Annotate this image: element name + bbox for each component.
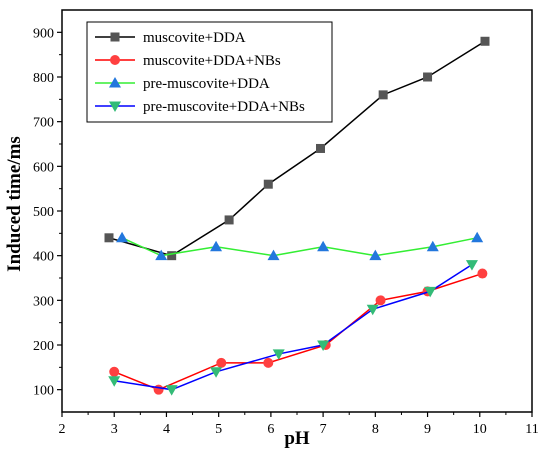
x-tick-label: 9 (424, 422, 431, 437)
data-point (424, 286, 437, 298)
y-tick-label: 400 (33, 250, 54, 265)
data-point (224, 215, 234, 225)
data-point (263, 357, 274, 368)
x-tick-label: 2 (59, 422, 66, 437)
x-tick-label: 11 (525, 422, 538, 437)
axes-layer: 2 3 4 5 6 7 8 9 10 11 100 200 300 400 500 600 700 800 900 (33, 26, 539, 437)
data-point (366, 304, 379, 316)
data-point (375, 295, 386, 306)
series-line (121, 237, 478, 257)
data-point (369, 249, 382, 261)
x-axis-title: pH (284, 428, 310, 449)
y-tick-label: 500 (33, 205, 54, 220)
data-point (210, 367, 223, 378)
data-point (316, 143, 325, 153)
data-point (317, 340, 330, 351)
y-tick-label: 300 (33, 294, 54, 309)
data-point (167, 251, 177, 261)
data-point (109, 366, 120, 377)
legend-marker (109, 77, 121, 88)
data-point (477, 268, 488, 279)
data-point (423, 72, 433, 82)
data-point (471, 231, 484, 243)
data-point (216, 357, 227, 368)
y-tick-label: 800 (33, 71, 54, 86)
data-point (317, 240, 330, 252)
x-tick-label: 7 (320, 422, 327, 437)
data-point (155, 249, 168, 261)
data-point (263, 179, 273, 189)
data-point (480, 36, 490, 46)
y-axis-title: Induced time/ms (4, 136, 25, 272)
series-layer (104, 36, 490, 396)
data-point (116, 231, 129, 243)
x-tick-label: 4 (163, 422, 170, 437)
legend-marker (110, 32, 120, 42)
data-point (465, 260, 478, 271)
data-point (153, 384, 164, 395)
data-point (104, 233, 114, 243)
data-point (272, 349, 285, 360)
series-2 (116, 231, 484, 261)
x-tick-label: 6 (267, 422, 274, 437)
y-tick-label: 100 (33, 384, 54, 399)
y-tick-label: 700 (33, 116, 54, 131)
data-point (165, 385, 178, 396)
data-point (210, 240, 223, 252)
series-0 (104, 36, 490, 261)
legend-marker (110, 55, 120, 65)
legend-label: pre-muscovite+DDA (143, 76, 270, 92)
legend-marker (109, 101, 121, 112)
legend-label: pre-muscovite+DDA+NBs (143, 99, 305, 115)
y-tick-label: 600 (33, 160, 54, 175)
data-point (267, 249, 280, 261)
data-point (426, 240, 439, 252)
series-line (108, 40, 486, 257)
y-tick-label: 900 (33, 26, 54, 41)
legend-label: muscovite+DDA+NBs (143, 53, 281, 69)
series-line (114, 263, 473, 391)
series-3 (108, 260, 478, 396)
x-tick-label: 3 (111, 422, 118, 437)
legend-label: muscovite+DDA (143, 30, 246, 46)
y-tick-label: 200 (33, 339, 54, 354)
x-tick-label: 8 (372, 422, 379, 437)
data-point (108, 376, 121, 387)
legend: muscovite+DDA muscovite+DDA+NBs pre-muscov… (86, 21, 333, 123)
x-tick-label: 10 (473, 422, 487, 437)
x-tick-label: 5 (215, 422, 222, 437)
data-point (378, 90, 388, 100)
